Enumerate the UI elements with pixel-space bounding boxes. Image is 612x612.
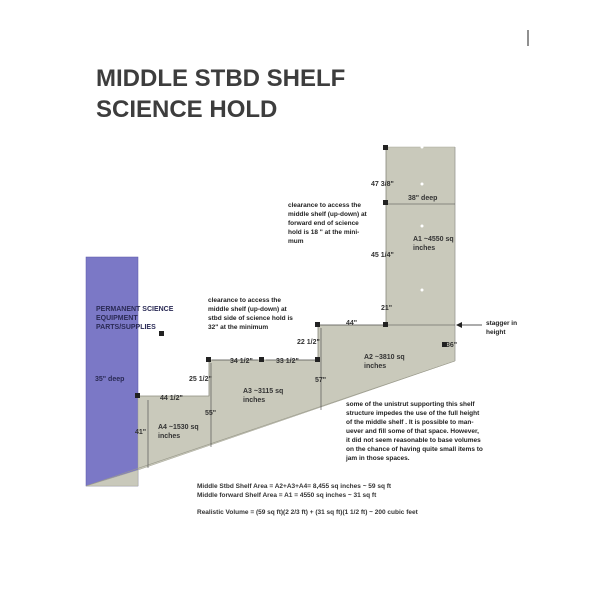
dim-47: 47 3/8" <box>371 181 394 188</box>
stagger-arrow-head <box>456 322 462 328</box>
marker <box>315 357 320 362</box>
note-clearance-forward: clearance to access the middle shelf (up… <box>288 202 368 245</box>
dim-deep38: 38" deep <box>408 195 437 202</box>
note-line: uever and fill some of that space. Howev… <box>346 428 479 435</box>
area-a3-label: A3 ~3115 sq <box>243 388 283 395</box>
dot <box>420 145 424 149</box>
dim-36: 36" <box>446 342 457 349</box>
marker <box>259 357 264 362</box>
note-line: clearance to access the <box>288 202 361 209</box>
dim-44b: 44 1/2" <box>160 395 183 402</box>
marker <box>383 145 388 150</box>
area-a4-unit: inches <box>158 433 180 440</box>
dim-41: 41" <box>135 429 146 436</box>
note-line: mum <box>288 238 304 245</box>
marker <box>442 342 447 347</box>
note-line: some of the unistrut supporting this she… <box>346 401 475 408</box>
note-line: hold is 18 " at the mini- <box>288 229 359 236</box>
note-line: stbd side of science hold is <box>208 315 293 322</box>
dim-25: 25 1/2" <box>189 376 212 383</box>
permanent-line-1: PERMANENT SCIENCE <box>96 306 174 313</box>
dot <box>420 288 424 292</box>
marker <box>383 200 388 205</box>
permanent-equipment-region <box>85 256 139 487</box>
area-a2-unit: inches <box>364 363 386 370</box>
note-line: of the middle shelf . It is possible to … <box>346 419 474 426</box>
dot <box>420 224 424 228</box>
note-line: it did not seem reasonable to base volum… <box>346 437 481 444</box>
dim-34: 34 1/2" <box>230 358 253 365</box>
marker <box>315 322 320 327</box>
marker <box>159 331 164 336</box>
dim-45: 45 1/4" <box>371 252 394 259</box>
note-line: on the chance of having quite small item… <box>346 446 483 453</box>
note-line: stagger in <box>486 320 517 327</box>
title-line-1: MIDDLE STBD SHELF <box>96 65 345 92</box>
footer-line-2: Middle forward Shelf Area = A1 = 4550 sq… <box>197 492 377 499</box>
note-line: height <box>486 329 506 336</box>
footer-line-1: Middle Stbd Shelf Area = A2+A3+A4= 8,455… <box>197 483 392 490</box>
marker <box>135 393 140 398</box>
area-a2-label: A2 ~3810 sq <box>364 354 405 361</box>
dim-deep35: 35" deep <box>95 376 124 383</box>
note-clearance-stbd: clearance to access the middle shelf (up… <box>208 297 293 331</box>
note-line: structure impedes the use of the full he… <box>346 410 480 417</box>
permanent-line-3: PARTS/SUPPLIES <box>96 324 156 331</box>
shelf-bottom-edge <box>85 360 456 487</box>
title-line-2: SCIENCE HOLD <box>96 96 277 123</box>
marker <box>206 357 211 362</box>
dim-57: 57" <box>315 377 326 384</box>
permanent-line-2: EQUIPMENT <box>96 315 138 322</box>
note-line: 32" at the minimum <box>208 324 268 331</box>
dim-55: 55" <box>205 410 216 417</box>
note-line: forward end of science <box>288 220 359 227</box>
note-line: middle shelf (up-down) at <box>208 306 288 313</box>
footer-line-3: Realistic Volume = (59 sq ft)(2 2/3 ft) … <box>197 509 419 516</box>
area-a4-label: A4 ~1530 sq <box>158 424 199 431</box>
dim-44: 44" <box>346 320 357 327</box>
dim-33: 33 1/2" <box>276 358 299 365</box>
note-line: clearance to access the <box>208 297 281 304</box>
dot <box>420 182 424 186</box>
note-line: jam in those spaces. <box>345 455 410 462</box>
note-stagger: stagger in height <box>486 320 517 336</box>
area-a1-unit: inches <box>413 245 435 252</box>
area-a1-label: A1 ~4550 sq <box>413 236 454 243</box>
dim-22: 22 1/2" <box>297 339 320 346</box>
note-line: middle shelf (up-down) at <box>288 211 368 218</box>
marker <box>383 322 388 327</box>
note-unistrut: some of the unistrut supporting this she… <box>345 401 483 462</box>
dim-21: 21" <box>381 305 392 312</box>
area-a3-unit: inches <box>243 397 265 404</box>
